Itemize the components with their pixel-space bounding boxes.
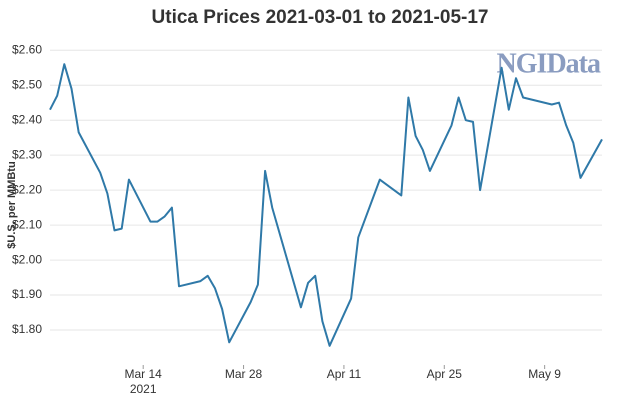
- x-tick-label: Mar 28: [225, 367, 263, 381]
- watermark: NGIData: [497, 48, 601, 79]
- price-line: [49, 63, 603, 347]
- y-tick-label: $2.50: [12, 77, 42, 91]
- x-tick-label: May 9: [528, 367, 561, 381]
- y-axis-label: $U.S. per MMBtu: [6, 161, 18, 248]
- y-tick-label: $2.20: [12, 182, 42, 196]
- chart-title: Utica Prices 2021-03-01 to 2021-05-17: [152, 7, 489, 28]
- y-tick-label: $2.00: [12, 252, 42, 266]
- y-tick-label: $1.90: [12, 287, 42, 301]
- x-tick-label: Apr 25: [427, 367, 463, 381]
- y-tick-label: $2.10: [12, 217, 42, 231]
- x-tick-label: Apr 11: [327, 367, 362, 381]
- y-tick-label: $2.40: [12, 112, 42, 126]
- y-tick-label: $1.80: [12, 322, 42, 336]
- y-tick-label: $2.60: [12, 42, 42, 56]
- x-tick-label: Mar 14: [125, 367, 163, 381]
- x-tick-sublabel: 2021: [130, 382, 157, 396]
- y-tick-label: $2.30: [12, 147, 42, 161]
